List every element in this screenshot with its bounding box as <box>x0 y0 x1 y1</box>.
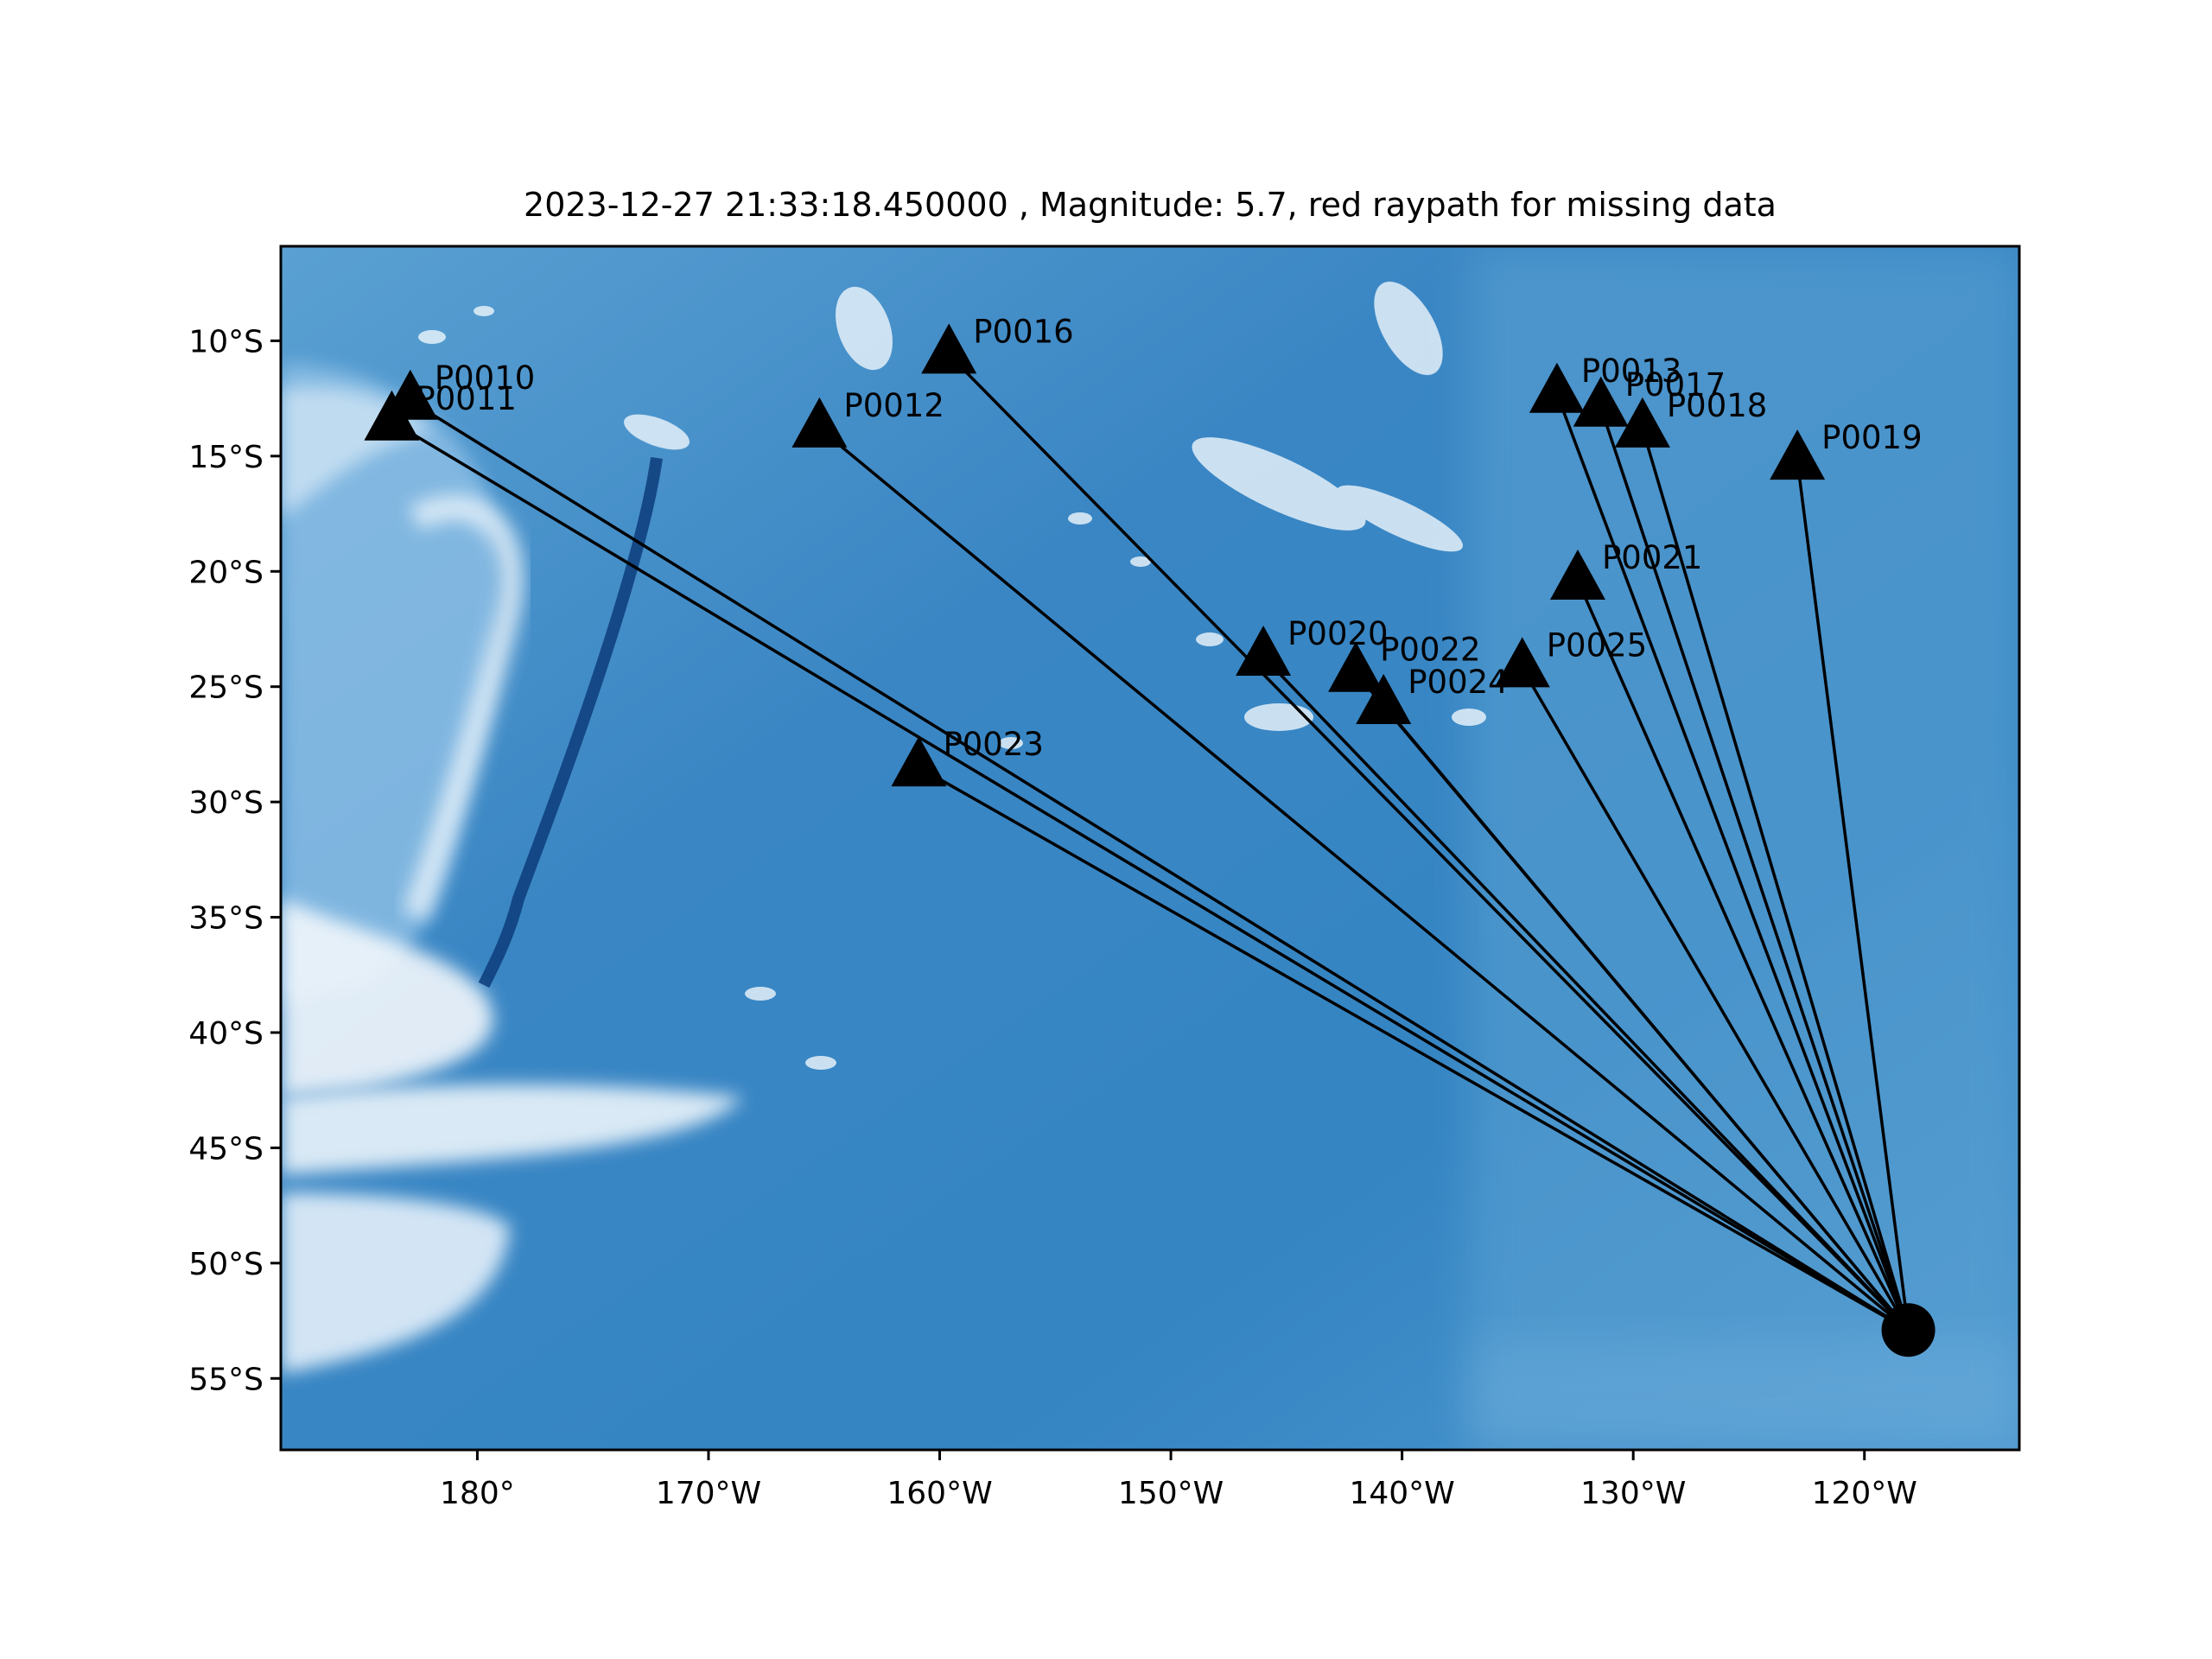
station-marker-p0012 <box>791 397 848 448</box>
y-tick-label: 35°S <box>188 901 264 937</box>
raypath-p0018 <box>1641 428 1910 1331</box>
raypath-p0023 <box>918 766 1910 1332</box>
bathymetry <box>281 246 2019 1450</box>
raypath-p0010 <box>409 399 1910 1332</box>
x-tick-label: 170°W <box>656 1476 761 1511</box>
station-label-p0018: P0018 <box>1667 387 1767 424</box>
station-marker-p0017 <box>1573 376 1629 427</box>
raypaths <box>391 353 1910 1332</box>
station-marker-p0024 <box>1356 674 1412 725</box>
station-label-p0010: P0010 <box>435 359 535 397</box>
y-tick-label: 20°S <box>188 555 264 590</box>
raypath-p0011 <box>391 420 1910 1332</box>
raypath-p0021 <box>1576 580 1910 1331</box>
station-label-p0022: P0022 <box>1380 632 1480 669</box>
station-marker-p0016 <box>921 323 977 374</box>
x-tick-label: 160°W <box>887 1476 992 1511</box>
station-marker-p0025 <box>1494 637 1550 688</box>
station-label-p0016: P0016 <box>973 313 1073 350</box>
y-tick-label: 45°S <box>188 1131 264 1166</box>
map-frame <box>279 245 2021 1452</box>
station-label-p0023: P0023 <box>943 726 1043 763</box>
station-label-p0019: P0019 <box>1821 419 1922 456</box>
raypath-p0013 <box>1555 393 1910 1331</box>
raypath-p0016 <box>947 353 1910 1332</box>
station-label-p0025: P0025 <box>1547 626 1647 664</box>
station-label-p0021: P0021 <box>1602 539 1702 576</box>
y-tick-label: 40°S <box>188 1016 264 1052</box>
x-axis-ticks: 180° 170°W 160°W 150°W 140°W 130°W 120°W <box>440 1450 1917 1511</box>
x-tick-label: 180° <box>440 1476 515 1511</box>
station-marker-p0021 <box>1549 549 1605 600</box>
y-tick-label: 55°S <box>188 1362 264 1397</box>
y-tick-label: 10°S <box>188 324 264 359</box>
raypath-p0017 <box>1599 407 1910 1331</box>
station-label-p0020: P0020 <box>1287 615 1388 652</box>
station-label-p0011: P0011 <box>416 380 516 417</box>
raypath-p0019 <box>1796 460 1910 1331</box>
y-tick-label: 25°S <box>188 671 264 706</box>
x-tick-label: 150°W <box>1118 1476 1224 1511</box>
x-tick-label: 120°W <box>1812 1476 1917 1511</box>
map-title: 2023-12-27 21:33:18.450000 , Magnitude: … <box>524 186 1777 224</box>
station-marker-p0023 <box>891 736 947 787</box>
station-marker-p0013 <box>1529 362 1585 413</box>
station-label-p0017: P0017 <box>1625 366 1726 404</box>
y-tick-label: 50°S <box>188 1247 264 1282</box>
x-tick-label: 130°W <box>1580 1476 1686 1511</box>
y-tick-label: 30°S <box>188 785 264 821</box>
station-marker-p0020 <box>1236 626 1292 677</box>
raypath-p0025 <box>1521 667 1910 1332</box>
earthquake-event <box>1881 1303 1936 1357</box>
raypath-p0024 <box>1382 703 1910 1332</box>
station-label-p0012: P0012 <box>843 387 944 424</box>
x-tick-label: 140°W <box>1349 1476 1454 1511</box>
station-label-p0024: P0024 <box>1408 664 1508 701</box>
y-axis-ticks: 10°S 15°S 20°S 25°S 30°S 35°S 40°S 45°S 50°S 55°S <box>188 324 281 1397</box>
station-marker-p0011 <box>364 390 420 441</box>
y-tick-label: 15°S <box>188 440 264 475</box>
station-marker-p0019 <box>1770 429 1826 480</box>
station-marker-p0022 <box>1328 641 1384 692</box>
station-marker-p0018 <box>1614 397 1670 448</box>
raypath-p0020 <box>1262 655 1910 1332</box>
event-marker <box>1881 1303 1936 1357</box>
raypath-p0012 <box>818 427 1910 1332</box>
